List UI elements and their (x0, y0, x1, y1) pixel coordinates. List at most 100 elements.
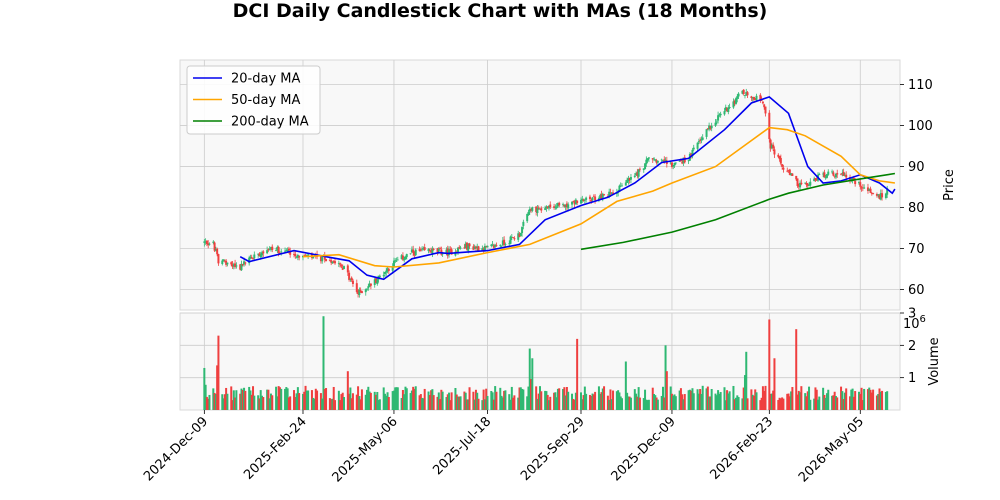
volume-bar (244, 390, 247, 410)
volume-bar (312, 397, 315, 410)
candle-body (518, 233, 521, 237)
candle-body (277, 247, 280, 253)
volume-bar (645, 399, 648, 410)
candle-body (464, 243, 467, 249)
candle-body (877, 194, 880, 196)
volume-bar (708, 396, 711, 410)
candle-body (457, 247, 460, 254)
volume-bar (833, 391, 836, 410)
candle-body (428, 250, 431, 252)
volume-bar (364, 394, 367, 410)
candle-body (439, 248, 442, 249)
candle-body (674, 162, 677, 164)
volume-bar (868, 387, 871, 410)
volume-bar (750, 389, 753, 410)
candle-body (364, 289, 367, 293)
volume-bar (537, 393, 540, 410)
volume-bar (800, 386, 803, 410)
volume-bar (421, 397, 424, 410)
volume-bar (588, 394, 591, 410)
candle-body (486, 245, 489, 248)
volume-bar (799, 392, 802, 410)
candle-body (588, 196, 591, 200)
candle-body (788, 169, 791, 175)
volume-bar (258, 398, 261, 410)
volume-bar (526, 396, 529, 410)
candle-body (582, 199, 585, 201)
candle-body (217, 254, 220, 264)
candle-body (522, 221, 525, 226)
volume-bar (824, 397, 827, 410)
volume-bar (674, 396, 677, 410)
volume-bar (458, 396, 461, 410)
candle-body (405, 254, 408, 258)
candle-body (547, 205, 550, 209)
volume-bar (287, 397, 290, 410)
candle-body (382, 275, 385, 277)
candle-body (350, 277, 353, 281)
volume-bar (241, 389, 244, 410)
candle-body (239, 264, 242, 270)
volume-bar (620, 398, 623, 410)
candle-body (635, 173, 638, 176)
volume-bar (808, 386, 811, 410)
volume-bar (852, 396, 855, 410)
candle-body (833, 175, 836, 177)
candle-body (841, 172, 844, 174)
volume-bar (518, 387, 521, 410)
volume-bar (843, 392, 846, 410)
candle-body (735, 98, 738, 104)
volume-bar (269, 393, 272, 410)
volume-bar (576, 338, 579, 410)
volume-bar (836, 397, 839, 410)
volume-bar (752, 395, 755, 410)
price-tick-label: 110 (908, 78, 933, 93)
candle-body (845, 174, 848, 178)
volume-bar (385, 395, 388, 410)
volume-bar (612, 390, 615, 410)
volume-bar (500, 395, 503, 410)
candle-body (669, 162, 672, 164)
volume-bar (483, 399, 486, 410)
candle-body (262, 251, 265, 254)
legend[interactable]: 20-day MA 50-day MA 200-day MA (186, 65, 321, 135)
volume-bar (476, 392, 479, 410)
candle-body (472, 246, 475, 250)
volume-bar (339, 400, 342, 410)
volume-bar (796, 394, 799, 410)
candle-body (859, 182, 862, 187)
candle-body (321, 256, 324, 262)
volume-bar (501, 397, 504, 410)
candle-body (726, 108, 729, 112)
volume-bar (701, 385, 704, 410)
volume-bar (341, 392, 344, 410)
candle-body (581, 198, 584, 201)
volume-bar (313, 398, 316, 410)
volume-bar (715, 395, 718, 410)
candle-body (285, 250, 288, 252)
volume-bar (665, 371, 668, 410)
candle-body (619, 185, 622, 187)
volume-bar (316, 390, 319, 410)
candle-body (225, 260, 228, 265)
candle-body (809, 181, 812, 186)
candle-body (620, 185, 623, 187)
candle-body (395, 260, 398, 262)
candle-body (555, 206, 558, 209)
volume-bar (540, 391, 543, 410)
candle-body (750, 96, 753, 99)
candle-body (528, 209, 531, 212)
candle-body (647, 157, 650, 159)
volume-tick-label: 1 (908, 371, 916, 386)
candle-body (854, 181, 857, 185)
candle-body (385, 270, 388, 273)
candle-body (699, 140, 702, 141)
candle-body (868, 188, 871, 191)
volume-bar (340, 394, 343, 410)
volume-bar (697, 393, 700, 410)
volume-bar (295, 393, 298, 410)
candle-body (655, 160, 658, 163)
candle-body (351, 280, 354, 284)
volume-bar (359, 399, 362, 410)
candle-body (359, 290, 362, 292)
